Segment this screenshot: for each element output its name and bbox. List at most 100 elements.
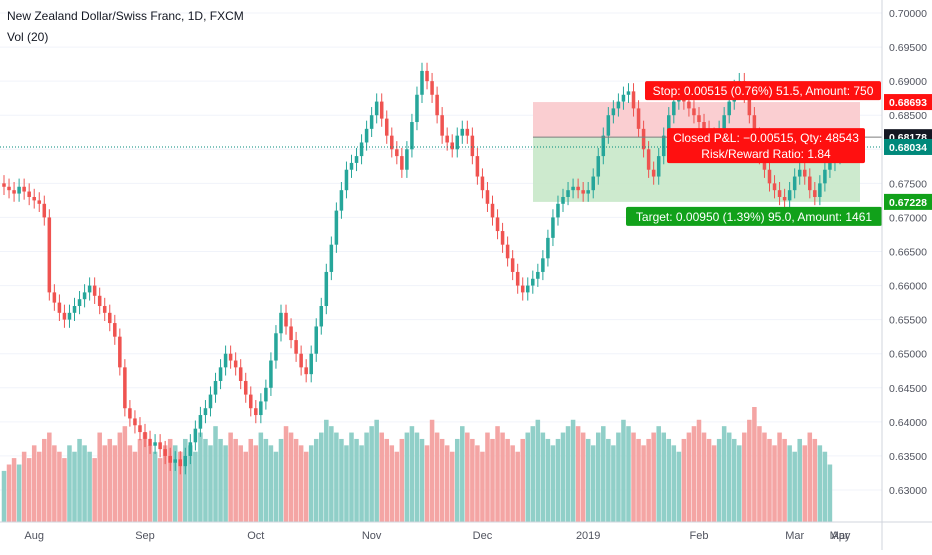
candle-body <box>254 408 258 416</box>
volume-bar <box>364 432 369 522</box>
volume-bar <box>525 432 531 522</box>
volume-bar <box>792 451 797 522</box>
candle-body <box>329 244 334 272</box>
volume-bar <box>651 432 656 522</box>
volume-bar <box>716 438 722 522</box>
volume-bar <box>213 426 218 522</box>
volume-bar <box>641 445 646 522</box>
volume-bar <box>817 445 823 522</box>
volume-bar <box>767 438 772 522</box>
volume-indicator-label[interactable]: Vol (20) <box>7 30 49 44</box>
candle-body <box>475 156 480 177</box>
stop-label-box <box>645 81 881 101</box>
candle-body <box>596 156 601 177</box>
volume-bar <box>47 432 52 522</box>
volume-bar <box>530 426 536 522</box>
candle-body <box>213 380 218 395</box>
candle-body <box>233 360 238 368</box>
candle-body <box>818 183 822 197</box>
candle-body <box>208 394 213 409</box>
candle-body <box>304 367 308 375</box>
volume-bar <box>787 445 792 522</box>
candle-body <box>289 326 293 341</box>
price-axis[interactable]: 0.700000.695000.690000.685000.680000.675… <box>881 0 932 550</box>
volume-bar <box>162 445 168 522</box>
candle-body <box>823 169 827 184</box>
candle-body <box>339 190 344 211</box>
y-tick-label: 0.64000 <box>889 417 927 429</box>
price-marker-label: 0.68693 <box>889 97 927 109</box>
stop-label: Stop: 0.00515 (0.76%) 51.5, Amount: 750 <box>653 84 874 98</box>
volume-bar <box>253 445 259 522</box>
volume-bar <box>777 432 782 522</box>
y-tick-label: 0.65000 <box>889 349 927 361</box>
volume-bar <box>67 445 72 522</box>
candle-body <box>495 217 500 232</box>
symbol-title[interactable]: New Zealand Dollar/Swiss Franc, 1D, FXCM <box>7 9 244 23</box>
candle-body <box>425 70 429 82</box>
candle-body <box>656 156 661 177</box>
volume-bar <box>6 464 12 522</box>
candle-body <box>485 190 490 204</box>
volume-bar <box>31 445 37 522</box>
volume-bar <box>42 438 47 522</box>
candle-body <box>118 336 122 368</box>
candle-body <box>802 169 807 177</box>
volume-bar <box>344 445 349 522</box>
pnl-label-box <box>667 128 865 148</box>
candle-body <box>319 306 324 327</box>
candle-body <box>173 459 177 463</box>
volume-bar <box>263 438 269 522</box>
candle-body <box>223 353 228 368</box>
volume-bar <box>339 438 344 522</box>
candle-body <box>158 442 162 450</box>
volume-bar <box>359 445 364 522</box>
volume-bar <box>762 432 767 522</box>
candle-body <box>525 285 530 293</box>
volume-bar <box>656 426 661 522</box>
volume-bar <box>384 438 390 522</box>
candle-body <box>249 394 253 409</box>
volume-bar <box>540 432 546 522</box>
volume-bar <box>550 445 556 522</box>
volume-bar <box>218 438 223 522</box>
volume-bar <box>142 432 148 522</box>
volume-bar <box>822 451 828 522</box>
candle-body <box>67 312 72 320</box>
candle-body <box>566 190 570 197</box>
candle-body <box>636 108 641 129</box>
candle-body <box>828 162 832 170</box>
candle-body <box>430 81 434 95</box>
x-tick-label: May <box>830 530 851 542</box>
volume-bar <box>57 451 62 522</box>
volume-bar <box>606 438 611 522</box>
volume-bar <box>691 426 697 522</box>
candle-body <box>480 176 485 191</box>
candle-body <box>259 401 263 416</box>
volume-bar <box>268 445 274 522</box>
candle-body <box>692 108 696 116</box>
candle-body <box>72 306 77 313</box>
y-tick-label: 0.67000 <box>889 212 927 224</box>
volume-bar <box>238 445 243 522</box>
candle-body <box>747 94 752 116</box>
candle-body <box>7 186 11 191</box>
candle-body <box>369 115 374 129</box>
volume-bar <box>172 445 178 522</box>
candle-body <box>531 278 535 286</box>
volume-bar <box>535 419 541 522</box>
candle-body <box>153 442 157 446</box>
candle-body <box>309 353 313 375</box>
candle-body <box>193 428 198 443</box>
volume-bar <box>545 438 551 522</box>
volume-bar <box>706 438 712 522</box>
volume-bar <box>283 426 289 522</box>
y-tick-label: 0.68500 <box>889 110 927 122</box>
candle-body <box>440 115 444 136</box>
price-marker-label: 0.68034 <box>889 142 927 154</box>
candle-body <box>576 186 580 191</box>
volume-bar <box>273 451 279 522</box>
